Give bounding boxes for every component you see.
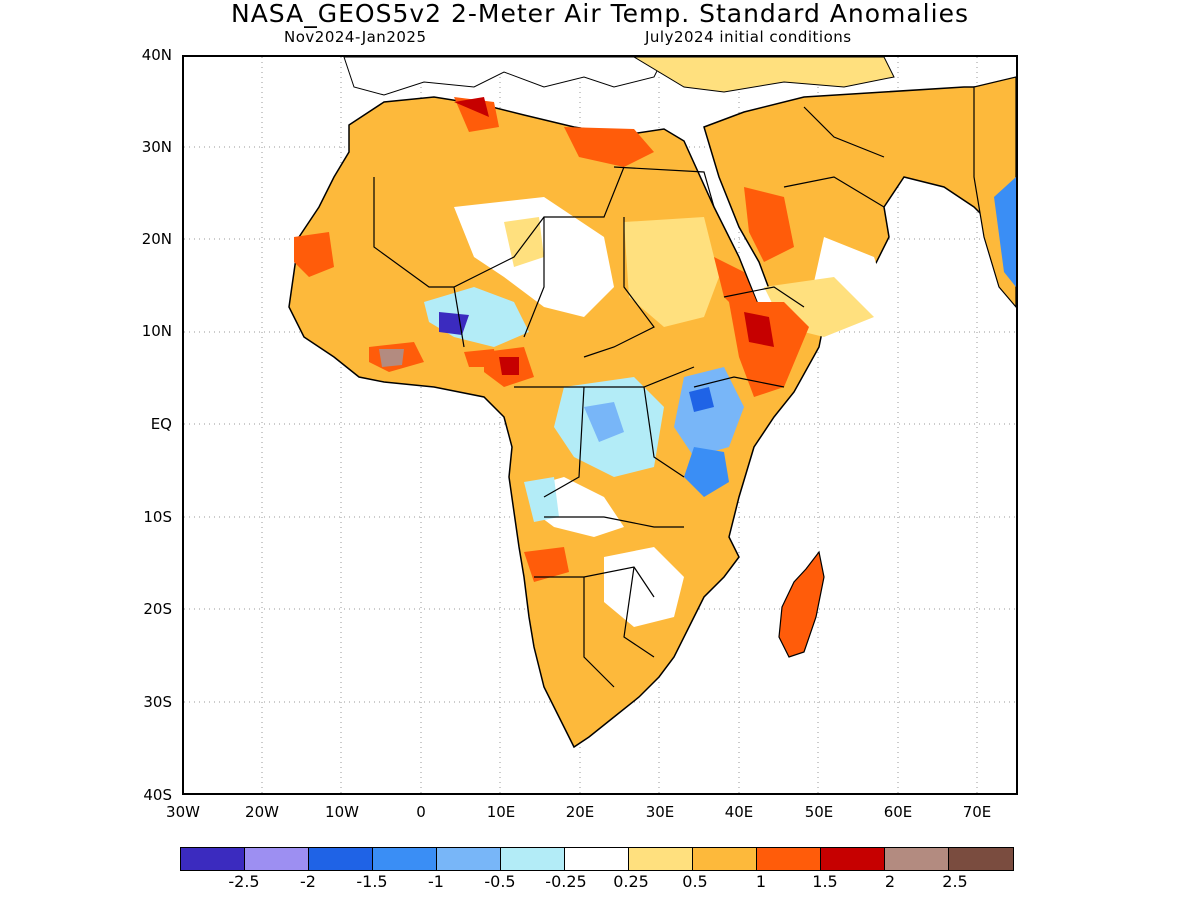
nigeria-south-hot	[464, 349, 496, 367]
y-tick-label: 10N	[141, 322, 172, 340]
turkey-region	[633, 57, 895, 93]
india-cool-patch	[994, 177, 1016, 287]
x-tick-label: 10W	[325, 803, 359, 821]
colorbar-label: 1	[755, 872, 767, 891]
colorbar-cell	[885, 848, 949, 870]
colorbar-cell	[693, 848, 757, 870]
ghana-extreme-hot	[379, 349, 404, 367]
y-tick-label: 30S	[143, 693, 172, 711]
tanzania-cool	[674, 367, 744, 457]
y-tick-label: 10S	[143, 508, 172, 526]
colorbar-label: 2.5	[942, 872, 968, 891]
y-tick-label: 20S	[143, 600, 172, 618]
colorbar-cell	[181, 848, 245, 870]
colorbar-label: 1.5	[812, 872, 838, 891]
y-tick-label: 30N	[141, 138, 172, 156]
madagascar	[778, 550, 825, 658]
north-coast-very-hot	[454, 97, 489, 117]
colorbar-cell	[565, 848, 629, 870]
colorbar-label: -1	[428, 872, 444, 891]
y-tick-label: 40S	[143, 786, 172, 804]
red-sea-coast-hot	[744, 187, 794, 262]
x-tick-label: 30E	[645, 803, 675, 821]
colorbar-label: 2	[884, 872, 896, 891]
colorbar-cell	[309, 848, 373, 870]
y-tick-label: 20N	[141, 230, 172, 248]
ethiopia-very-hot	[744, 312, 774, 347]
x-tick-label: 20E	[565, 803, 595, 821]
chart-title: NASA_GEOS5v2 2-Meter Air Temp. Standard …	[231, 0, 969, 28]
colorbar-label: -0.25	[545, 872, 587, 891]
anomaly-map	[182, 55, 1018, 795]
kenya-cool	[684, 447, 729, 497]
x-tick-label: 60E	[883, 803, 913, 821]
x-tick-label: 0	[416, 803, 426, 821]
colorbar-cell	[245, 848, 309, 870]
colorbar-cell	[629, 848, 693, 870]
colorbar-cell	[437, 848, 501, 870]
colorbar-cell	[949, 848, 1013, 870]
cameroon-very-hot	[499, 357, 519, 375]
colorbar-cell	[821, 848, 885, 870]
colorbar-cell	[757, 848, 821, 870]
colorbar-label: 0.25	[613, 872, 649, 891]
angola-south-hot	[524, 547, 569, 582]
colorbar-label: -2	[300, 872, 316, 891]
uganda-cool	[689, 387, 714, 412]
europe-fringe	[343, 57, 665, 96]
colorbar-label: -0.5	[484, 872, 516, 891]
sudan-light-warm	[624, 217, 719, 327]
initial-conditions: July2024 initial conditions	[645, 28, 852, 46]
colorbar	[180, 847, 1014, 871]
x-tick-label: 10E	[486, 803, 516, 821]
x-tick-label: 30W	[166, 803, 200, 821]
mauritania-hot	[294, 232, 334, 277]
x-tick-label: 40E	[724, 803, 754, 821]
angola-coast-cool	[524, 477, 559, 522]
forecast-period: Nov2024-Jan2025	[284, 28, 427, 46]
zambia-neutral	[604, 547, 684, 627]
country-borders	[373, 106, 885, 688]
x-tick-label: 70E	[962, 803, 992, 821]
colorbar-label: -2.5	[228, 872, 260, 891]
colorbar-label: 0.5	[682, 872, 708, 891]
colorbar-cell	[373, 848, 437, 870]
colorbar-label: -1.5	[356, 872, 388, 891]
x-tick-label: 20W	[245, 803, 279, 821]
y-tick-label: EQ	[150, 415, 172, 433]
libya-hot	[564, 127, 654, 167]
y-tick-label: 40N	[141, 46, 172, 64]
map-canvas	[184, 57, 1016, 793]
x-tick-label: 50E	[804, 803, 834, 821]
colorbar-cell	[501, 848, 565, 870]
congo-moderate-cool	[584, 402, 624, 442]
